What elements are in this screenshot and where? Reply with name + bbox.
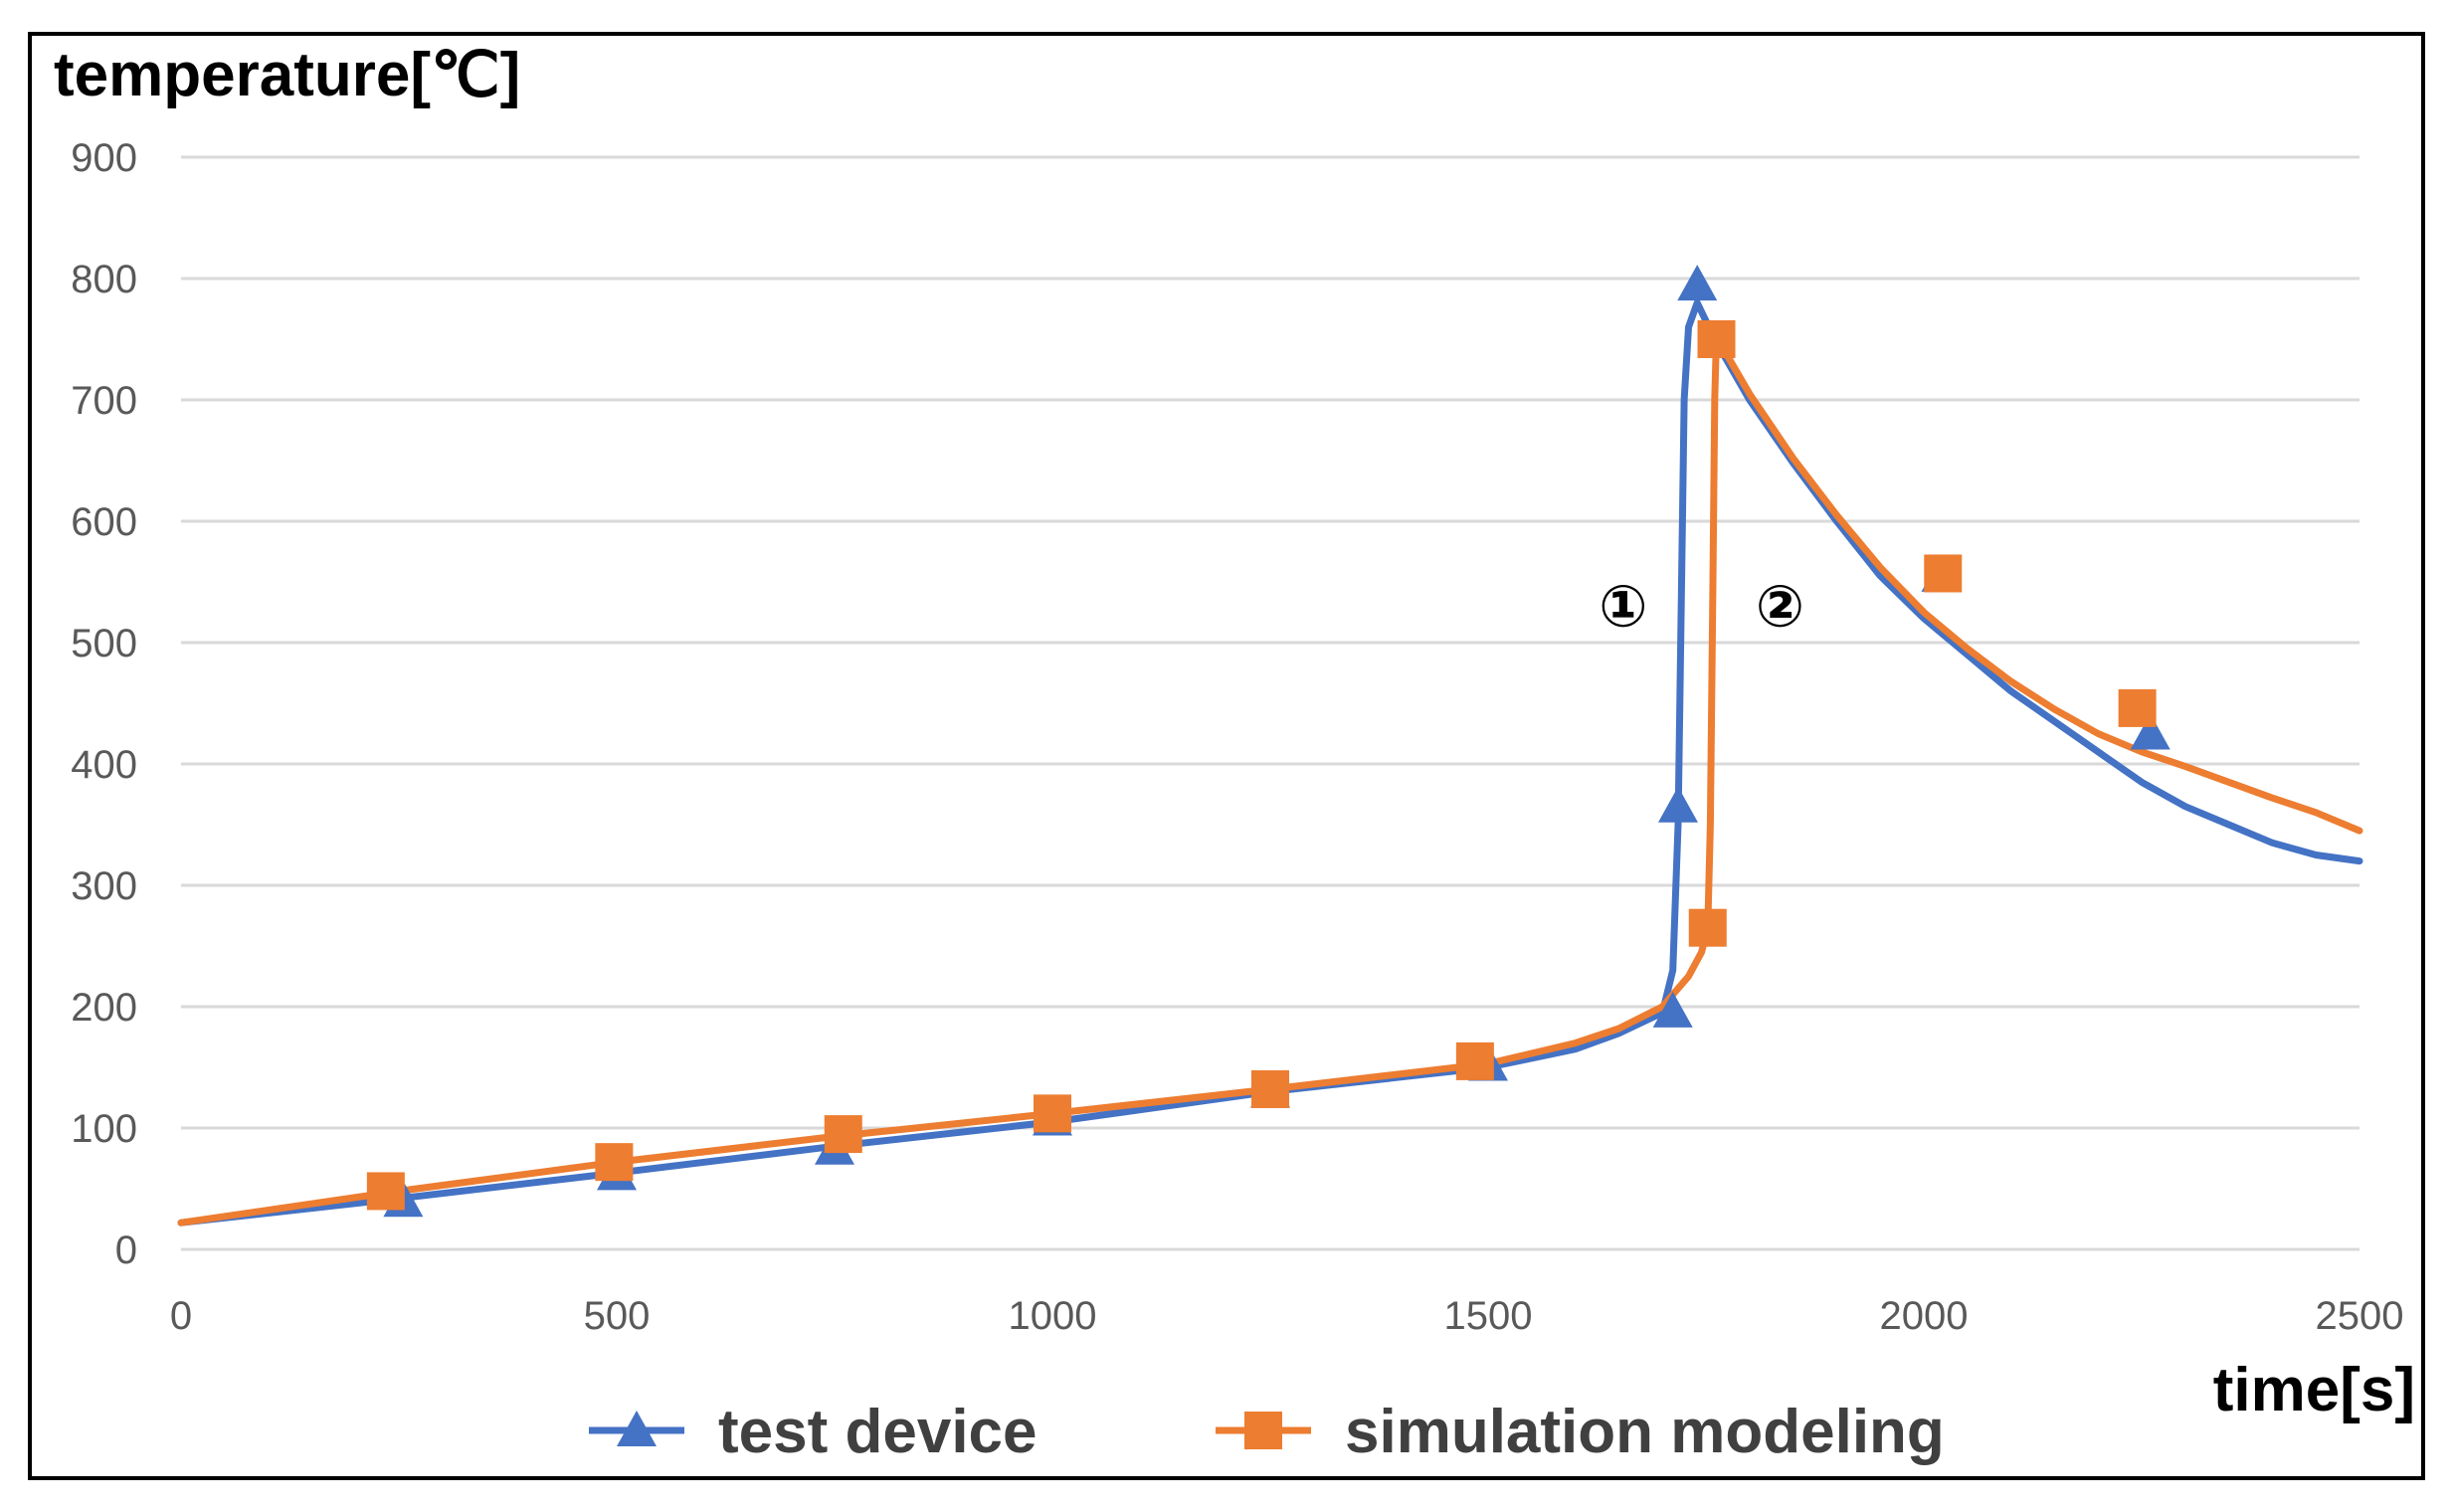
- legend-marker-simulation-modeling: [1244, 1412, 1282, 1449]
- y-axis-label: temperature[℃]: [54, 41, 520, 109]
- legend-label-simulation-modeling: simulation modeling: [1345, 1398, 1945, 1466]
- legend-marker-test-device: [617, 1411, 657, 1446]
- x-tick-2500: 2500: [2316, 1294, 2404, 1338]
- x-tick-2000: 2000: [1880, 1294, 1969, 1338]
- simulation-modeling-marker: [1688, 908, 1727, 947]
- gridlines: [181, 155, 2359, 1251]
- y-tick-900: 900: [71, 136, 137, 180]
- y-tick-300: 300: [71, 864, 137, 908]
- simulation-modeling-marker: [2118, 688, 2157, 727]
- y-tick-400: 400: [71, 743, 137, 787]
- y-tick-0: 0: [115, 1228, 137, 1272]
- annotation-1: ①: [1599, 572, 1647, 640]
- simulation-modeling-marker: [1697, 320, 1736, 358]
- legend: test device simulation modeling: [589, 1398, 1945, 1466]
- test-device-marker: [1657, 786, 1698, 823]
- x-tick-1500: 1500: [1444, 1294, 1533, 1338]
- x-axis-label: time[s]: [2213, 1356, 2415, 1424]
- y-tick-labels: 0 100 200 300 400 500 600 700 800 900: [71, 136, 137, 1272]
- simulation-modeling-marker: [1251, 1069, 1289, 1108]
- y-tick-700: 700: [71, 379, 137, 423]
- series-markers: [366, 265, 2170, 1218]
- annotation-2: ②: [1756, 572, 1804, 640]
- x-tick-0: 0: [170, 1294, 192, 1338]
- simulation-modeling-marker: [824, 1115, 862, 1154]
- simulation-modeling-marker: [366, 1172, 405, 1211]
- test-device-marker: [2130, 713, 2170, 750]
- y-tick-800: 800: [71, 258, 137, 301]
- y-tick-600: 600: [71, 500, 137, 544]
- test-device-marker: [1677, 265, 1718, 301]
- simulation-modeling-marker: [595, 1143, 634, 1182]
- chart-frame: 0 100 200 300 400 500 600 700 800 900 0 500 1000 150…: [28, 32, 2425, 1480]
- x-tick-1000: 1000: [1009, 1294, 1097, 1338]
- legend-label-test-device: test device: [718, 1398, 1038, 1466]
- test-device-marker: [1652, 991, 1693, 1028]
- y-tick-200: 200: [71, 986, 137, 1030]
- y-tick-100: 100: [71, 1107, 137, 1151]
- simulation-modeling-marker: [1924, 554, 1963, 593]
- x-tick-labels: 0 500 1000 1500 2000 2500: [170, 1294, 2404, 1338]
- y-tick-500: 500: [71, 622, 137, 665]
- simulation-modeling-marker: [1034, 1094, 1071, 1133]
- x-tick-500: 500: [584, 1294, 651, 1338]
- simulation-modeling-marker: [1455, 1041, 1494, 1080]
- line-chart: 0 100 200 300 400 500 600 700 800 900 0 500 1000 150…: [54, 41, 2415, 1466]
